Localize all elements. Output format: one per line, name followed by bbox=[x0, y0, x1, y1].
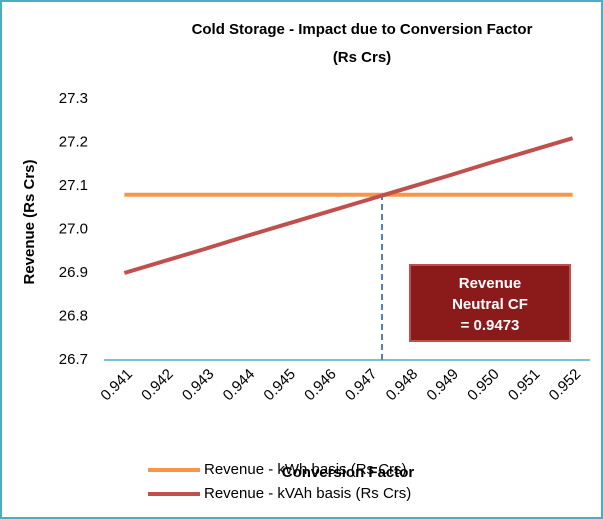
y-tick-label: 27.2 bbox=[59, 133, 88, 150]
y-tick-label: 27.1 bbox=[59, 177, 88, 194]
y-tick-label: 26.7 bbox=[59, 351, 88, 368]
y-tick-label: 27.3 bbox=[59, 90, 88, 107]
chart-title: Cold Storage - Impact due to Conversion … bbox=[192, 21, 533, 38]
annotation: Revenue bbox=[459, 275, 522, 292]
y-tick-label: 27.0 bbox=[59, 220, 88, 237]
legend-label: Revenue - kWh basis (Rs Crs) bbox=[204, 461, 407, 478]
annotation: Neutral CF bbox=[452, 296, 528, 313]
annotation-box bbox=[409, 264, 571, 342]
y-axis-label: Revenue (Rs Crs) bbox=[21, 159, 38, 284]
annotation: = 0.9473 bbox=[461, 317, 520, 334]
line-series bbox=[123, 136, 574, 275]
x-axis-label: Conversion Factor bbox=[282, 464, 415, 481]
legend-label: Revenue - kVAh basis (Rs Crs) bbox=[204, 485, 411, 502]
chart-title: (Rs Crs) bbox=[333, 49, 391, 66]
y-tick-label: 26.9 bbox=[59, 264, 88, 281]
y-tick-label: 26.8 bbox=[59, 307, 88, 324]
